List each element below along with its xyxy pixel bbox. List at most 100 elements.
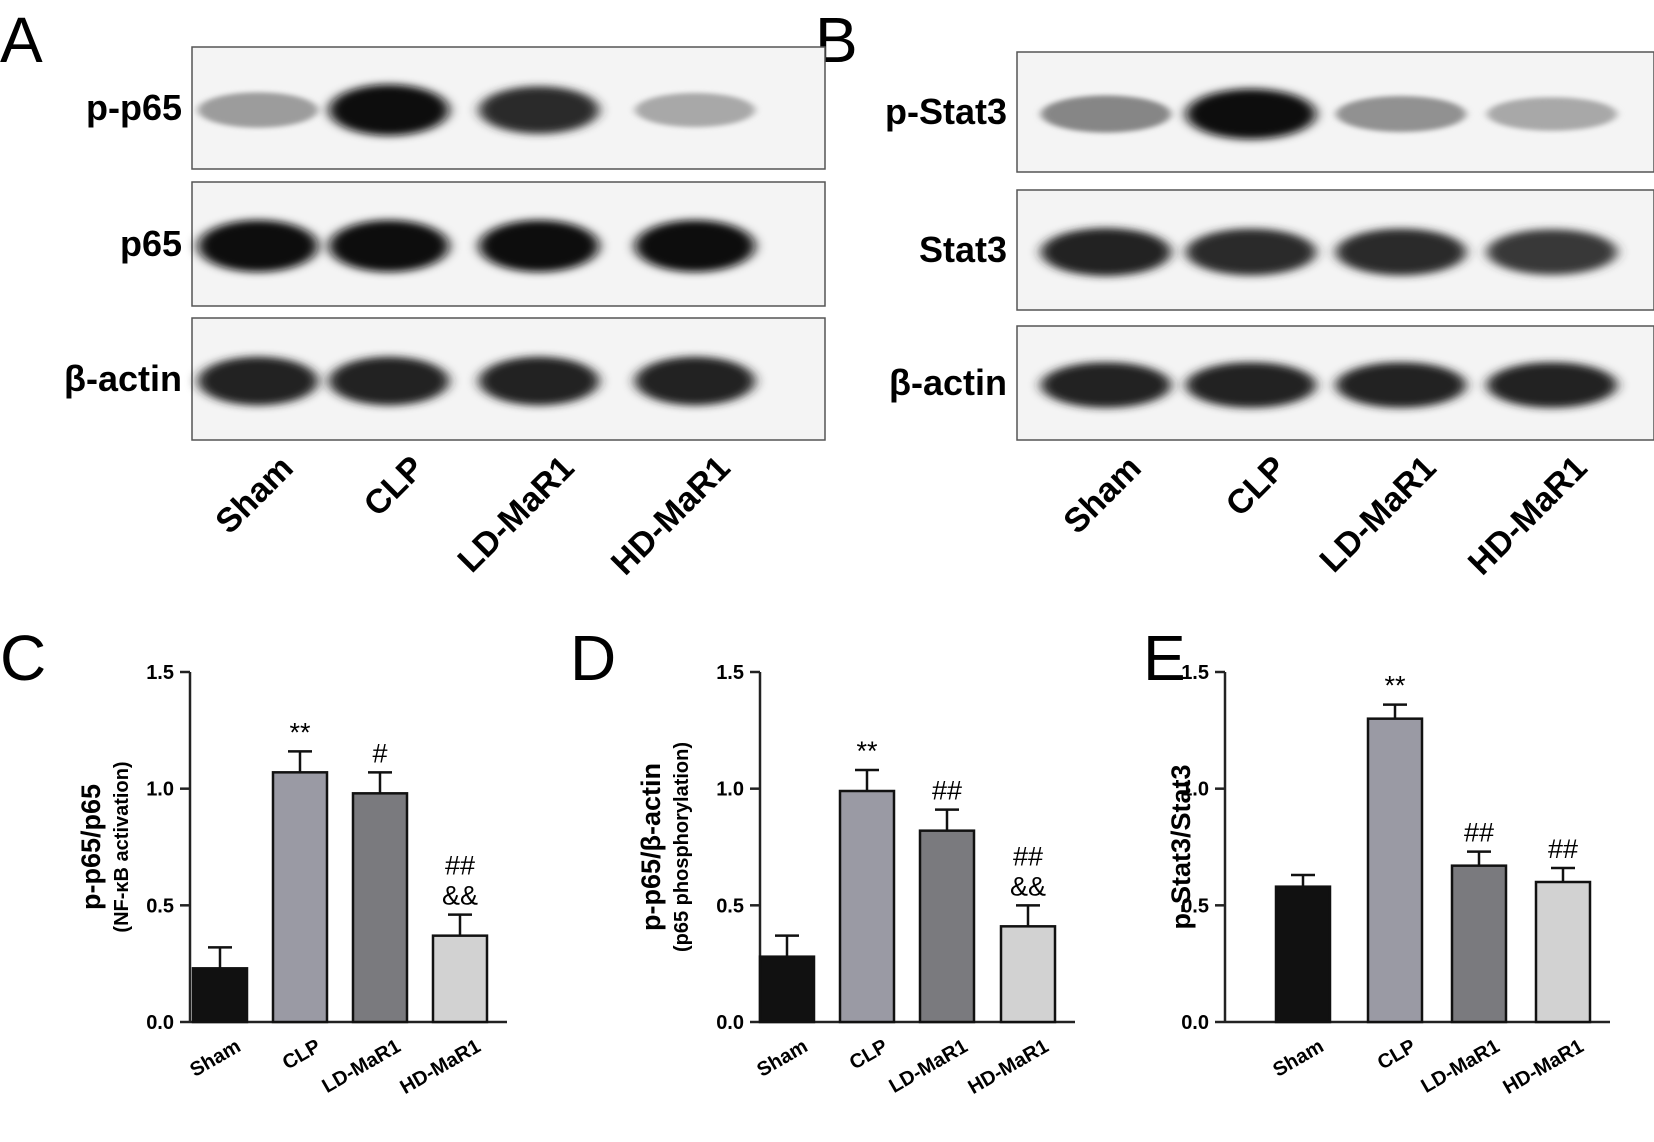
blot-band xyxy=(1041,95,1171,133)
x-category-label: LD-MaR1 xyxy=(885,1035,971,1097)
y-axis-sublabel: (NF-κB activation) xyxy=(111,761,133,932)
y-tick-label: 0.0 xyxy=(1181,1012,1209,1034)
bar xyxy=(1534,880,1592,1024)
lane-label: LD-MaR1 xyxy=(451,449,582,580)
blot-band xyxy=(1487,362,1617,408)
lane-label: HD-MaR1 xyxy=(1461,449,1595,583)
bar-chart-c: 0.0 0.5 1.0 1.5 p-p65/p65 (NF-κB activation) S… xyxy=(76,662,507,1099)
blot-band xyxy=(198,356,318,406)
blot-row-label: p-p65 xyxy=(86,87,182,128)
panel-letter-e: E xyxy=(1143,622,1186,694)
bar xyxy=(1274,885,1332,1024)
blot-band xyxy=(635,92,755,128)
y-axis-label: p-p65/β-actin xyxy=(636,763,666,931)
blot-band xyxy=(1336,96,1466,132)
blot-band xyxy=(1487,229,1617,275)
x-category-label: CLP xyxy=(846,1035,892,1074)
blot-band xyxy=(1186,88,1316,140)
y-axis-label: p-Stat3/Stat3 xyxy=(1166,764,1196,929)
blot-row-1: Stat3 xyxy=(919,189,1654,311)
x-category-label: CLP xyxy=(279,1035,325,1074)
significance-marker: ## xyxy=(1464,818,1494,848)
western-blot-panel-a: p-p65 p65 β-actin Sham CLP LD-MaR1 HD-MaR1 xyxy=(64,46,826,583)
blot-band xyxy=(1186,362,1316,408)
y-tick-label: 1.0 xyxy=(1181,779,1209,801)
blot-row-label: p65 xyxy=(120,223,182,264)
y-tick-label: 1.5 xyxy=(146,662,174,684)
y-tick-label: 0.0 xyxy=(146,1012,174,1034)
bar xyxy=(1366,717,1424,1024)
panel-letter-a: A xyxy=(0,4,43,76)
bar-chart-e: 0.0 0.5 1.0 1.5 p-Stat3/Stat3 Sham ** CLP ## LD-M… xyxy=(1166,662,1610,1099)
y-tick-label: 1.5 xyxy=(1181,662,1209,684)
y-tick-label: 1.0 xyxy=(716,779,744,801)
lane-label: CLP xyxy=(1219,449,1294,524)
blot-band xyxy=(1186,228,1316,276)
bar xyxy=(1450,864,1508,1024)
y-axis-label: p-p65/p65 xyxy=(76,784,106,910)
x-category-label: Sham xyxy=(753,1035,811,1081)
blot-band xyxy=(1487,97,1617,131)
bar xyxy=(918,829,976,1024)
significance-marker: ** xyxy=(1384,671,1406,701)
significance-marker: ## xyxy=(445,851,475,881)
bar xyxy=(271,771,329,1024)
significance-marker: ## xyxy=(932,776,962,806)
blot-band xyxy=(198,219,318,273)
y-tick-label: 1.0 xyxy=(146,779,174,801)
blot-band xyxy=(1041,228,1171,276)
y-tick-label: 1.5 xyxy=(716,662,744,684)
lane-label: LD-MaR1 xyxy=(1313,449,1444,580)
lane-label: HD-MaR1 xyxy=(604,449,738,583)
blot-row-1: p65 xyxy=(120,181,826,307)
bar xyxy=(191,967,249,1024)
y-tick-label: 0.0 xyxy=(716,1012,744,1034)
blot-band xyxy=(1041,362,1171,408)
western-blot-panel-b: p-Stat3 Stat3 β-actin Sham CLP LD-MaR1 HD-MaR1 xyxy=(885,51,1654,583)
x-category-label: HD-MaR1 xyxy=(1500,1035,1588,1099)
significance-marker: ## xyxy=(1548,834,1578,864)
y-tick-label: 0.5 xyxy=(716,895,744,917)
blot-band xyxy=(635,356,755,406)
x-category-label: Sham xyxy=(186,1035,244,1081)
bar-chart-d: 0.0 0.5 1.0 1.5 p-p65/β-actin (p65 phosphoryl… xyxy=(636,662,1075,1099)
y-axis-sublabel: (p65 phosphorylation) xyxy=(671,742,693,952)
bar xyxy=(351,792,409,1024)
significance-marker: ## xyxy=(1013,841,1043,871)
blot-band xyxy=(329,356,449,406)
panel-letter-d: D xyxy=(570,622,616,694)
blot-band xyxy=(1336,228,1466,276)
significance-marker: && xyxy=(442,881,478,911)
lane-label: Sham xyxy=(1056,449,1148,541)
x-category-label: LD-MaR1 xyxy=(1417,1035,1503,1097)
blot-band xyxy=(479,86,599,134)
blot-band xyxy=(479,356,599,406)
blot-band xyxy=(198,92,318,128)
x-category-label: Sham xyxy=(1269,1035,1327,1081)
bar xyxy=(999,925,1057,1024)
significance-marker: ** xyxy=(856,736,878,766)
significance-marker: # xyxy=(372,738,387,768)
lane-label: Sham xyxy=(208,449,300,541)
blot-row-label: Stat3 xyxy=(919,229,1007,270)
x-category-label: CLP xyxy=(1374,1035,1420,1074)
blot-row-label: β-actin xyxy=(64,358,182,399)
x-category-label: HD-MaR1 xyxy=(397,1035,485,1099)
x-category-label: HD-MaR1 xyxy=(965,1035,1053,1099)
blot-row-0: p-Stat3 xyxy=(885,51,1654,173)
blot-row-label: p-Stat3 xyxy=(885,91,1007,132)
blot-band xyxy=(479,219,599,273)
panel-letter-c: C xyxy=(0,622,46,694)
blot-band xyxy=(1336,362,1466,408)
bar xyxy=(431,934,489,1024)
blot-band xyxy=(329,84,449,136)
x-category-label: LD-MaR1 xyxy=(318,1035,404,1097)
y-tick-label: 0.5 xyxy=(146,895,174,917)
blot-band xyxy=(635,219,755,273)
y-tick-label: 0.5 xyxy=(1181,895,1209,917)
significance-marker: ** xyxy=(289,717,311,747)
bar xyxy=(758,955,816,1024)
blot-row-2: β-actin xyxy=(64,317,826,441)
bar xyxy=(838,789,896,1024)
